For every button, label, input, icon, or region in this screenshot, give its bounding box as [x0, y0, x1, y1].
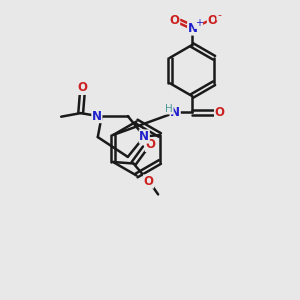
Text: H: H	[165, 104, 173, 114]
Text: O: O	[145, 138, 155, 152]
Text: N: N	[139, 130, 149, 143]
Text: N: N	[170, 106, 180, 119]
Text: N: N	[92, 110, 102, 123]
Text: O: O	[214, 106, 225, 119]
Text: O: O	[207, 14, 218, 27]
Text: O: O	[169, 14, 180, 27]
Text: O: O	[77, 81, 88, 94]
Text: O: O	[143, 175, 154, 188]
Text: -: -	[217, 10, 221, 20]
Text: +: +	[195, 18, 203, 28]
Text: N: N	[188, 22, 198, 35]
